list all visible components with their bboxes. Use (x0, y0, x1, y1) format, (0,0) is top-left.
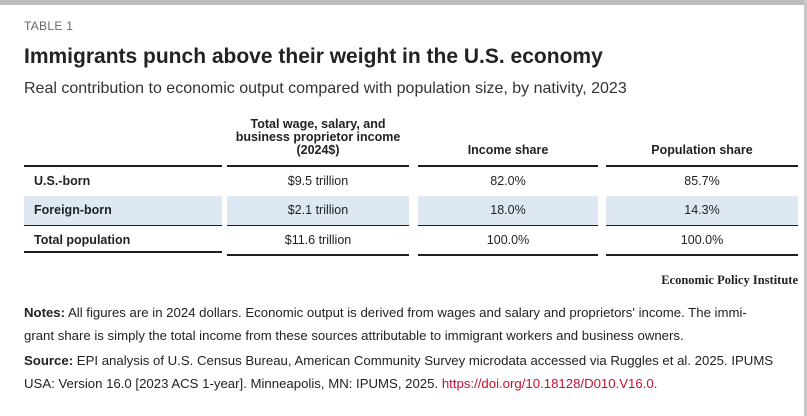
table-row-total: Total population $11.6 trillion 100.0% 1… (24, 225, 798, 256)
publisher-name: Economic Policy Institute (661, 273, 798, 287)
header-income: Total wage, salary, and business proprie… (227, 118, 409, 167)
header-income-line3: (2024$) (296, 143, 340, 157)
header-blank (24, 144, 222, 167)
table-label: TABLE 1 (24, 19, 74, 33)
source: Source: EPI analysis of U.S. Census Bure… (24, 349, 784, 395)
row-name: U.S.-born (34, 174, 91, 188)
table-row: U.S.-born $9.5 trillion 82.0% 85.7% (24, 167, 798, 196)
source-line1: EPI analysis of U.S. Census Bureau, Amer… (76, 353, 774, 368)
notes-line2: grant share is simply the total income f… (24, 328, 684, 343)
row-income-share: 18.0% (418, 196, 598, 225)
row-pop-share: 85.7% (684, 174, 720, 188)
notes: Notes: All figures are in 2024 dollars. … (24, 301, 784, 347)
header-population-share: Population share (606, 144, 798, 167)
data-table: Total wage, salary, and business proprie… (24, 115, 798, 256)
page-subtitle: Real contribution to economic output com… (24, 80, 627, 97)
header-income-line2: business proprietor income (235, 130, 401, 144)
header-income-line1: Total wage, salary, and (250, 117, 386, 131)
right-border (804, 0, 807, 416)
row-name: Total population (24, 225, 222, 253)
row-name: Foreign-born (24, 196, 222, 225)
row-income-share: 82.0% (490, 174, 526, 188)
source-label: Source: (24, 353, 74, 368)
row-pop-share: 100.0% (606, 225, 798, 256)
header-income-share: Income share (418, 144, 598, 167)
source-link[interactable]: https://doi.org/10.18128/D010.V16.0. (441, 376, 658, 391)
row-pop-share: 14.3% (606, 196, 798, 225)
page-title: Immigrants punch above their weight in t… (24, 45, 603, 68)
notes-line1: All figures are in 2024 dollars. Economi… (67, 305, 747, 320)
notes-label: Notes: (24, 305, 66, 320)
table-row: Foreign-born $2.1 trillion 18.0% 14.3% (24, 196, 798, 225)
row-income: $2.1 trillion (227, 196, 409, 225)
row-income-share: 100.0% (418, 225, 598, 256)
row-income: $11.6 trillion (227, 225, 409, 256)
row-income: $9.5 trillion (287, 174, 349, 188)
top-border (0, 0, 807, 5)
source-line2: USA: Version 16.0 [2023 ACS 1-year]. Min… (24, 376, 439, 391)
table-header: Total wage, salary, and business proprie… (24, 115, 798, 167)
